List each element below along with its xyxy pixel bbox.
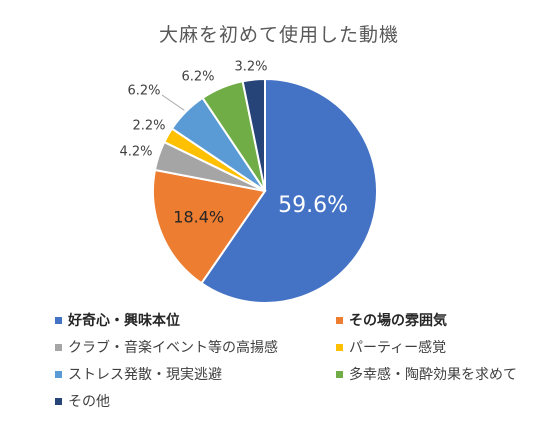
legend-item: その他 [55, 391, 110, 411]
legend-item: クラブ・音楽イベント等の高揚感 [55, 337, 278, 357]
leader-line [161, 94, 185, 111]
legend-swatch [55, 370, 62, 378]
legend-item: ストレス発散・現実逃避 [55, 364, 222, 384]
pie-slice [152, 168, 267, 285]
pie-slice [200, 77, 378, 304]
legend-label: 好奇心・興味本位 [68, 313, 180, 329]
legend-swatch [55, 316, 62, 324]
legend-label: その他 [68, 394, 110, 410]
legend-item: その場の雰囲気 [336, 310, 447, 330]
legend-label: パーティー感覚 [349, 340, 447, 356]
data-label: 2.2% [132, 119, 165, 134]
legend-swatch [336, 316, 343, 324]
legend-item: 好奇心・興味本位 [55, 310, 180, 330]
legend-label: 多幸感・陶酔効果を求めて [349, 367, 517, 383]
data-label: 6.2% [181, 70, 214, 85]
data-label: 6.2% [127, 84, 160, 99]
legend-label: ストレス発散・現実逃避 [68, 367, 222, 383]
legend-swatch [55, 343, 62, 351]
data-label: 3.2% [234, 60, 267, 75]
data-label: 18.4% [173, 208, 224, 227]
legend-label: クラブ・音楽イベント等の高揚感 [68, 340, 278, 356]
legend-item: 多幸感・陶酔効果を求めて [336, 364, 517, 384]
chart-title: 大麻を初めて使用した動機 [158, 24, 399, 46]
data-label: 59.6% [278, 193, 348, 218]
legend-swatch [55, 397, 62, 405]
data-label: 4.2% [119, 145, 152, 160]
legend-swatch [336, 343, 343, 351]
legend-label: その場の雰囲気 [349, 313, 447, 329]
legend-swatch [336, 370, 343, 378]
pie-slice [241, 77, 266, 192]
legend-item: パーティー感覚 [336, 337, 446, 357]
